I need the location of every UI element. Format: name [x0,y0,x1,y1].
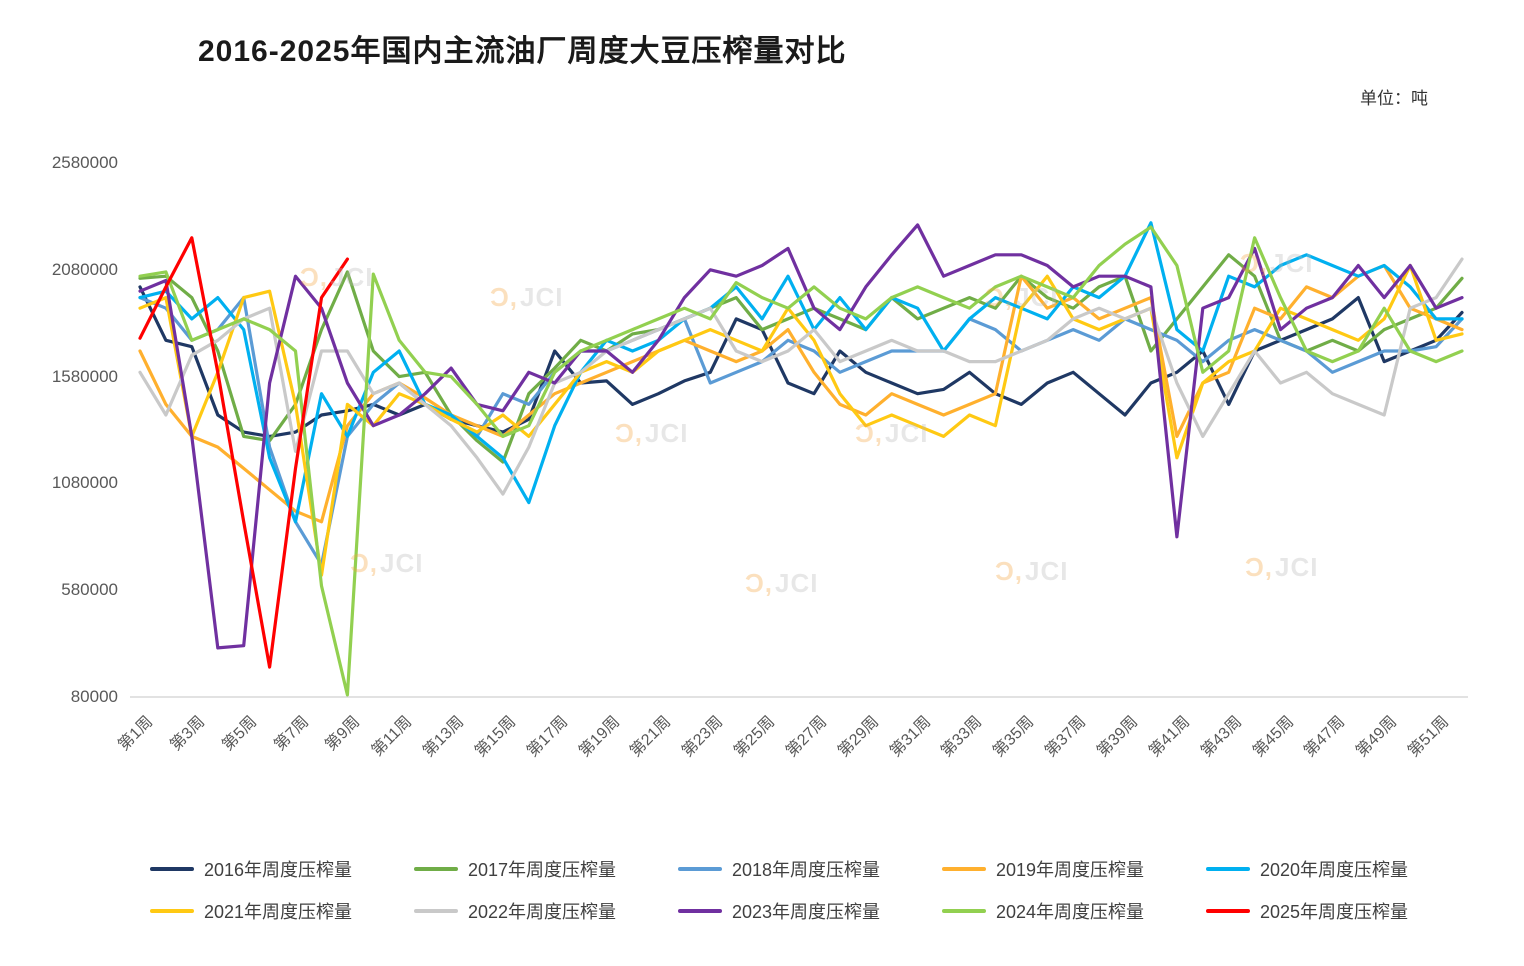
series-line-2023年 [138,223,1464,650]
jci-watermark-text: JCI [1025,556,1069,586]
legend-row: 2016年周度压榨量 2017年周度压榨量 2018年周度压榨量 2019年周度压榨量… [150,856,1470,882]
legend-line-swatch [414,867,458,871]
legend: 2016年周度压榨量 2017年周度压榨量 2018年周度压榨量 2019年周度压榨量… [150,856,1470,924]
legend-line-swatch [414,909,458,913]
jci-watermark-logo: Ɔ,JCI [490,282,563,313]
chart-title: 2016-2025年国内主流油厂周度大豆压榨量对比 [198,35,847,68]
jci-watermark-arc-icon: Ɔ, [490,282,518,312]
legend-line-swatch [1206,909,1250,913]
jci-watermark-arc-icon: Ɔ, [1240,248,1268,278]
legend-line-swatch [942,867,986,871]
legend-line-swatch [150,867,194,871]
legend-label: 2019年周度压榨量 [996,860,1145,880]
legend-label: 2016年周度压榨量 [204,860,353,880]
jci-watermark-logo: Ɔ,JCI [855,418,928,449]
series-line-2017年 [138,253,1464,464]
legend-item: 2023年周度压榨量 [678,898,942,924]
legend-label: 2024年周度压榨量 [996,902,1145,922]
jci-watermark-logo: Ɔ,JCI [985,282,1058,313]
legend-item: 2019年周度压榨量 [942,856,1206,882]
legend-label: 2018年周度压榨量 [732,860,881,880]
legend-label: 2025年周度压榨量 [1260,902,1409,922]
jci-watermark-logo: Ɔ,JCI [350,548,423,579]
legend-label: 2021年周度压榨量 [204,902,353,922]
series-line-2018年 [138,296,1464,567]
legend-item: 2020年周度压榨量 [1206,856,1470,882]
jci-watermark-text: JCI [330,262,374,292]
jci-watermark-logo: Ɔ,JCI [615,418,688,449]
jci-watermark-arc-icon: Ɔ, [1245,552,1273,582]
y-tick-label: 2080000 [51,259,118,279]
legend-row: 2021年周度压榨量 2022年周度压榨量 2023年周度压榨量 2024年周度压榨量… [150,898,1470,924]
legend-line-swatch [942,909,986,913]
series-line-2025年 [138,236,349,669]
legend-line-swatch [678,909,722,913]
y-tick-label: 2580000 [51,153,118,172]
jci-watermark-logo: Ɔ,JCI [745,568,818,599]
series-line-2024年 [138,225,1464,697]
legend-item: 2024年周度压榨量 [942,898,1206,924]
y-tick-label: 1580000 [51,366,118,386]
jci-watermark-text: JCI [885,418,929,448]
jci-watermark-text: JCI [1015,282,1059,312]
jci-watermark-arc-icon: Ɔ, [350,548,378,578]
jci-watermark-text: JCI [520,282,564,312]
unit-label: 单位：吨 [1360,89,1428,108]
legend-item: 2022年周度压榨量 [414,898,678,924]
series-line-2019年 [138,263,1464,524]
y-tick-label: 1080000 [51,473,118,493]
jci-watermark-logo: Ɔ,JCI [300,262,373,293]
legend-item: 2016年周度压榨量 [150,856,414,882]
legend-line-swatch [1206,867,1250,871]
jci-watermark-logo: Ɔ,JCI [1245,552,1318,583]
jci-watermark-arc-icon: Ɔ, [745,568,773,598]
legend-line-swatch [678,867,722,871]
jci-watermark-text: JCI [775,568,819,598]
jci-watermark-arc-icon: Ɔ, [855,418,883,448]
jci-watermark-text: JCI [1270,248,1314,278]
series-line-2021年 [138,263,1464,577]
legend-label: 2017年周度压榨量 [468,860,617,880]
jci-watermark-arc-icon: Ɔ, [995,556,1023,586]
jci-watermark-logo: Ɔ,JCI [995,556,1068,587]
legend-item: 2025年周度压榨量 [1206,898,1470,924]
legend-label: 2022年周度压榨量 [468,902,617,922]
jci-watermark-arc-icon: Ɔ, [300,262,328,292]
legend-label: 2020年周度压榨量 [1260,860,1409,880]
jci-watermark-text: JCI [380,548,424,578]
series-line-2022年 [138,257,1464,496]
jci-watermark-logo: Ɔ,JCI [1240,248,1313,279]
legend-line-swatch [150,909,194,913]
legend-item: 2021年周度压榨量 [150,898,414,924]
y-tick-label: 580000 [61,580,118,600]
legend-item: 2017年周度压榨量 [414,856,678,882]
jci-watermark-arc-icon: Ɔ, [985,282,1013,312]
legend-item: 2018年周度压榨量 [678,856,942,882]
jci-watermark-text: JCI [1275,552,1319,582]
jci-watermark-arc-icon: Ɔ, [615,418,643,448]
legend-label: 2023年周度压榨量 [732,902,881,922]
y-tick-label: 80000 [70,687,118,706]
jci-watermark-text: JCI [645,418,689,448]
